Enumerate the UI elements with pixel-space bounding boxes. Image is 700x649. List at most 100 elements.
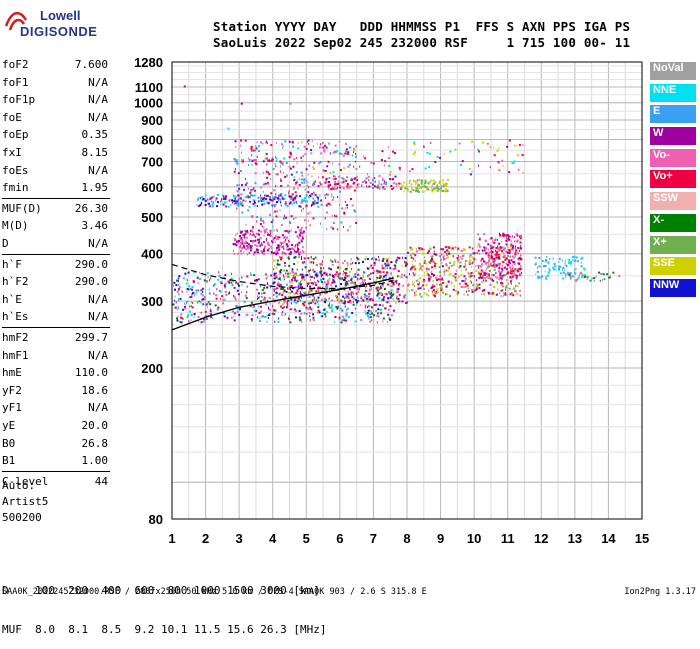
echo-point bbox=[313, 181, 315, 184]
param-name: foF2 bbox=[2, 58, 29, 71]
echo-point bbox=[330, 184, 332, 186]
echo-point bbox=[355, 307, 357, 310]
echo-point bbox=[392, 283, 395, 286]
echo-point bbox=[369, 288, 371, 291]
echo-point bbox=[316, 276, 318, 279]
echo-point bbox=[392, 297, 394, 300]
echo-point bbox=[375, 281, 377, 284]
echo-point bbox=[340, 267, 342, 270]
echo-point bbox=[274, 275, 277, 277]
echo-point bbox=[223, 276, 226, 279]
echo-point bbox=[497, 281, 499, 284]
echo-point bbox=[180, 316, 183, 319]
echo-point bbox=[326, 193, 329, 196]
echo-point bbox=[259, 241, 260, 244]
echo-point bbox=[227, 280, 230, 283]
echo-point bbox=[284, 297, 287, 300]
echo-point bbox=[376, 278, 377, 281]
echo-point bbox=[297, 286, 299, 289]
legend-nne: NNE bbox=[650, 83, 696, 102]
echo-point bbox=[377, 184, 380, 187]
echo-point bbox=[406, 263, 408, 266]
echo-point bbox=[268, 307, 269, 310]
echo-point bbox=[599, 279, 601, 282]
echo-point bbox=[294, 297, 296, 300]
echo-point bbox=[512, 255, 514, 258]
echo-point bbox=[257, 238, 260, 241]
echo-point bbox=[295, 280, 297, 283]
echo-point bbox=[571, 255, 574, 258]
echo-point bbox=[511, 246, 514, 249]
echo-point bbox=[375, 258, 378, 261]
echo-point bbox=[414, 151, 417, 154]
echo-point bbox=[497, 255, 500, 258]
echo-point bbox=[224, 298, 226, 301]
echo-point bbox=[304, 266, 307, 269]
echo-point bbox=[283, 290, 286, 293]
echo-point bbox=[295, 291, 298, 294]
echo-point bbox=[595, 275, 597, 278]
echo-cluster bbox=[400, 178, 449, 193]
echo-point bbox=[303, 145, 306, 148]
echo-point bbox=[276, 250, 279, 253]
echo-point bbox=[358, 262, 360, 265]
echo-point bbox=[433, 250, 435, 253]
echo-point bbox=[439, 278, 441, 281]
echo-point bbox=[196, 276, 199, 279]
echo-point bbox=[483, 260, 486, 263]
legend-e: E bbox=[650, 105, 696, 124]
echo-point bbox=[486, 251, 489, 254]
echo-point bbox=[313, 261, 315, 264]
echo-point bbox=[409, 273, 410, 276]
echo-point bbox=[301, 232, 304, 235]
echo-point bbox=[310, 279, 312, 281]
echo-point bbox=[470, 272, 472, 275]
echo-point bbox=[210, 200, 212, 203]
x-tick-label: 5 bbox=[303, 531, 310, 546]
echo-point bbox=[331, 288, 333, 291]
echo-point bbox=[366, 266, 368, 269]
echo-point bbox=[381, 284, 384, 287]
echo-point bbox=[310, 308, 313, 311]
echo-point bbox=[345, 150, 348, 153]
echo-point bbox=[266, 249, 268, 252]
echo-point bbox=[297, 181, 298, 184]
echo-point bbox=[242, 159, 245, 162]
echo-point bbox=[471, 266, 473, 268]
echo-point bbox=[292, 287, 294, 290]
echo-point bbox=[237, 253, 239, 256]
echo-point bbox=[390, 272, 392, 275]
echo-point bbox=[422, 248, 425, 251]
echo-point bbox=[465, 263, 467, 266]
echo-point bbox=[387, 291, 390, 294]
echo-point bbox=[384, 287, 386, 290]
echo-point bbox=[343, 319, 346, 322]
echo-point bbox=[336, 149, 339, 152]
echo-point bbox=[316, 275, 319, 278]
echo-point bbox=[285, 202, 287, 204]
echo-point bbox=[339, 266, 342, 269]
echo-point bbox=[278, 246, 281, 249]
echo-point bbox=[454, 148, 457, 151]
echo-point bbox=[233, 170, 236, 173]
echo-point bbox=[309, 285, 312, 288]
echo-point bbox=[307, 219, 309, 222]
echo-point bbox=[496, 256, 499, 259]
echo-point bbox=[237, 172, 240, 175]
echo-point bbox=[363, 296, 366, 299]
echo-point bbox=[446, 284, 448, 287]
echo-point bbox=[248, 158, 251, 161]
echo-point bbox=[442, 182, 444, 185]
echo-point bbox=[235, 146, 237, 148]
echo-point bbox=[420, 295, 423, 298]
echo-point bbox=[572, 275, 575, 278]
echo-point bbox=[240, 249, 242, 252]
echo-point bbox=[312, 166, 314, 169]
echo-point bbox=[298, 205, 301, 208]
echo-point bbox=[493, 265, 496, 268]
echo-point bbox=[241, 151, 242, 154]
echo-point bbox=[331, 281, 334, 284]
echo-point bbox=[269, 198, 271, 201]
echo-point bbox=[239, 246, 242, 249]
echo-point bbox=[237, 202, 240, 205]
